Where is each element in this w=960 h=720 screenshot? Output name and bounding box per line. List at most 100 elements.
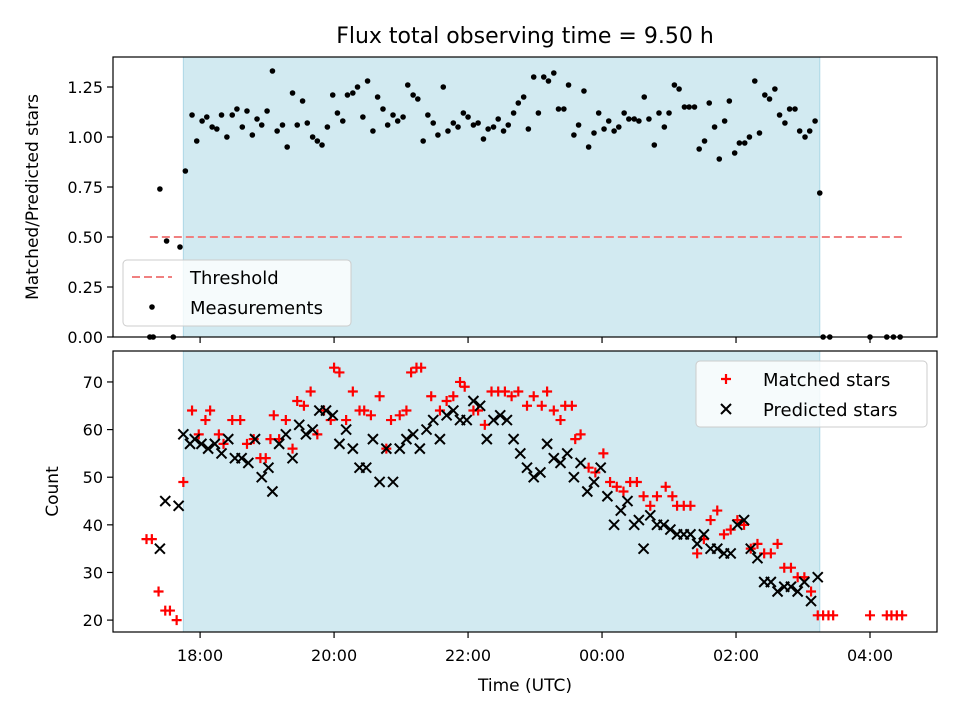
data-point: [501, 414, 513, 426]
data-point: [570, 434, 581, 445]
data-point: [598, 448, 609, 459]
data-point: [415, 96, 421, 102]
data-point: [756, 130, 763, 136]
data-point: [798, 576, 811, 588]
data-point: [786, 106, 793, 112]
data-point: [239, 124, 246, 130]
data-point: [386, 415, 397, 426]
data-point: [189, 433, 201, 445]
data-point: [661, 124, 668, 130]
legend-threshold-label: Threshold: [189, 268, 279, 289]
data-point: [555, 106, 562, 112]
data-point: [244, 108, 250, 114]
data-point: [292, 396, 303, 407]
data-point: [574, 457, 587, 469]
data-point: [698, 528, 710, 541]
data-point: [214, 126, 220, 132]
data-point: [615, 504, 627, 517]
legend-matched-label: Matched stars: [763, 370, 890, 391]
data-point: [812, 118, 818, 124]
data-point: [528, 471, 540, 483]
data-point: [667, 491, 678, 502]
y-tick-label: 60: [83, 421, 103, 440]
data-point: [601, 490, 614, 502]
data-point: [721, 118, 728, 124]
x-tick-label: 20:00: [311, 646, 357, 665]
data-point: [785, 581, 797, 593]
data-point: [499, 386, 510, 397]
data-point: [273, 438, 285, 450]
data-point: [566, 400, 577, 411]
data-point: [400, 433, 413, 445]
x-axis-label: Time (UTC): [477, 676, 572, 696]
data-point: [172, 500, 185, 512]
data-point: [796, 128, 803, 134]
data-point: [594, 461, 607, 474]
y-tick-label: 20: [83, 611, 103, 630]
data-point: [387, 476, 399, 488]
data-point: [490, 124, 497, 130]
axes-frame: [112, 56, 938, 338]
data-point: [736, 140, 743, 146]
data-point: [334, 110, 341, 116]
ratio-panel: 0.00 0.25 0.50 0.75 1.00 1.25 Matched/Predicte…: [23, 56, 938, 347]
data-point: [637, 542, 650, 555]
data-point: [177, 428, 190, 441]
data-point: [280, 415, 291, 426]
data-point: [289, 90, 296, 96]
data-point: [178, 476, 189, 487]
data-point: [575, 122, 582, 128]
x-tick-label: 04:00: [847, 646, 893, 665]
data-point: [696, 146, 702, 152]
data-point: [554, 457, 567, 469]
data-point: [320, 404, 332, 417]
data-point: [340, 423, 352, 436]
data-point: [601, 126, 607, 132]
y-tick-label: 1.25: [67, 78, 103, 97]
data-point: [732, 515, 743, 526]
data-point: [414, 442, 426, 455]
data-point: [171, 615, 182, 626]
data-point: [157, 186, 163, 192]
data-point: [341, 415, 352, 426]
data-point: [305, 386, 316, 397]
data-point: [182, 168, 189, 174]
data-point: [455, 124, 461, 130]
data-point: [565, 82, 572, 88]
data-point: [536, 400, 547, 411]
legend-measurements-marker: [149, 304, 155, 310]
data-point: [360, 461, 372, 474]
data-point: [485, 126, 491, 132]
data-point: [445, 128, 451, 134]
data-point: [731, 519, 744, 531]
data-point: [806, 586, 817, 597]
data-point: [507, 433, 520, 445]
axes-frame: [112, 350, 938, 633]
data-point: [621, 110, 627, 116]
data-point: [608, 519, 620, 531]
legend-matched-marker: [721, 374, 731, 384]
data-point: [359, 405, 370, 416]
data-point: [394, 118, 401, 124]
data-point: [588, 476, 600, 488]
data-point: [264, 108, 270, 114]
x-tick-label: 02:00: [713, 646, 759, 665]
data-point: [528, 391, 539, 402]
data-point: [771, 585, 784, 598]
data-point: [765, 548, 776, 559]
data-point: [400, 114, 406, 120]
data-point: [163, 238, 170, 244]
data-point: [716, 156, 723, 162]
data-point: [209, 438, 221, 450]
data-point: [146, 534, 157, 545]
legend-predicted-marker: [720, 403, 732, 415]
y-axis-label: Count: [43, 466, 63, 517]
data-point: [461, 414, 473, 426]
data-point: [235, 452, 248, 464]
data-point: [812, 571, 824, 583]
data-point: [187, 405, 198, 416]
data-point: [711, 124, 718, 130]
data-point: [203, 114, 210, 120]
data-point: [193, 138, 200, 144]
data-point: [799, 572, 810, 583]
